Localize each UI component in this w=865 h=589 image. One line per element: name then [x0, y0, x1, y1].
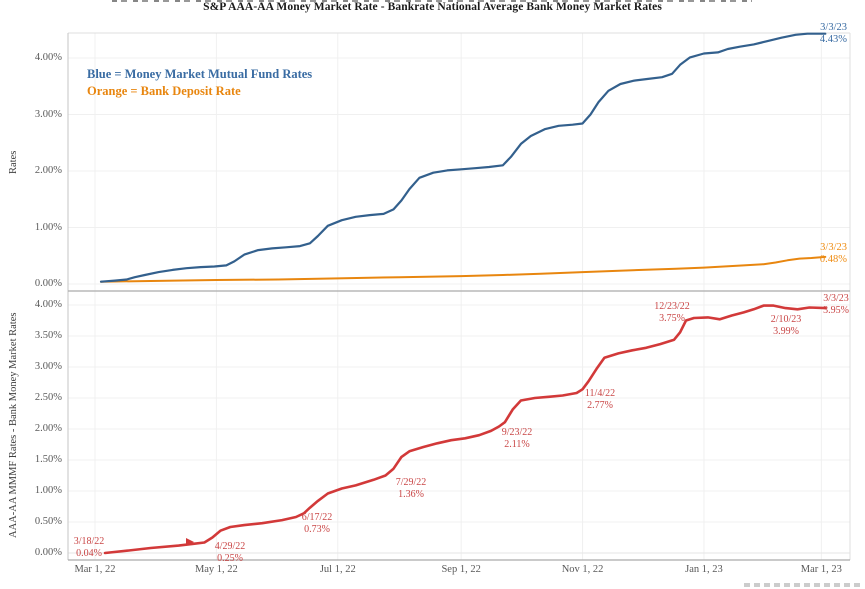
annotation-date: 2/10/23 — [770, 314, 802, 325]
x-tick-label: Nov 1, 22 — [561, 564, 604, 575]
spread-annotation: 4/29/22 0.25% — [198, 541, 262, 564]
annotation-arrow-icon — [186, 538, 194, 546]
spread-annotation: 6/17/22 0.73% — [285, 512, 349, 535]
legend-item-mmmf: Blue = Money Market Mutual Fund Rates — [87, 67, 313, 81]
y-tick-label-bottom: 4.00% — [34, 299, 62, 310]
annotation-value: 0.73% — [304, 523, 330, 535]
annotation-value: 3.99% — [773, 325, 799, 337]
y-tick-label-top: 3.00% — [34, 108, 62, 120]
y-tick-label-top: 0.00% — [34, 278, 62, 289]
spread-annotation: 3/3/23 3.95% — [804, 293, 865, 316]
y-tick-label-top: 1.00% — [34, 221, 62, 233]
y-tick-label-bottom: 3.00% — [34, 361, 62, 372]
y-tick-label-bottom: 1.00% — [34, 485, 62, 496]
annotation-date: 7/29/22 — [395, 477, 427, 488]
spread-line — [103, 304, 827, 555]
y-tick-label-bottom: 0.00% — [34, 547, 62, 558]
spread-annotation: 12/23/22 3.75% — [640, 301, 704, 324]
annotation-date: 6/17/22 — [301, 512, 333, 523]
spread-annotation: 2/10/23 3.99% — [754, 314, 818, 337]
bank-deposit-end-annotation: 3/3/23 0.48% — [792, 242, 847, 266]
legend-item-bank-deposit: Orange = Bank Deposit Rate — [87, 84, 241, 98]
y-axis-title-bottom: AAA-AA MMMF Rates - Bank Money Market Ra… — [8, 312, 19, 539]
y-tick-label-top: 4.00% — [34, 52, 62, 63]
chart-title: S&P AAA-AA Money Market Rate - Bankrate … — [203, 1, 662, 13]
annotation-value: 1.36% — [398, 488, 424, 500]
mmmf-rate-line — [99, 32, 827, 283]
y-tick-label-bottom: 1.50% — [34, 454, 62, 465]
annotation-date: 3/3/23 — [820, 22, 847, 33]
annotation-date: 12/23/22 — [654, 301, 690, 312]
annotation-value: 3.95% — [823, 304, 849, 316]
x-tick-label: Mar 1, 23 — [800, 564, 842, 575]
y-axis-title-top: Rates — [8, 150, 19, 174]
annotation-value: 2.77% — [587, 399, 613, 411]
annotation-date: 3/18/22 — [73, 536, 105, 547]
y-tick-label-bottom: 2.50% — [34, 392, 62, 403]
x-tick-label: Jul 1, 22 — [319, 564, 356, 575]
annotation-value: 2.11% — [504, 438, 530, 450]
x-tick-label: Jan 1, 23 — [685, 564, 723, 575]
spread-annotation: 3/18/22 0.04% — [57, 536, 121, 559]
y-tick-label-top: 2.00% — [34, 165, 62, 176]
annotation-date: 11/4/22 — [584, 388, 616, 399]
bank-deposit-rate-line — [100, 255, 827, 283]
legend: Blue = Money Market Mutual Fund Rates Or… — [87, 66, 312, 100]
spread-annotation: 7/29/22 1.36% — [379, 477, 443, 500]
annotation-value: 0.04% — [76, 547, 102, 559]
y-tick-label-bottom: 3.50% — [34, 330, 62, 341]
x-tick-label: May 1, 22 — [194, 564, 238, 575]
spread-annotation: 11/4/22 2.77% — [568, 388, 632, 411]
annotation-date: 3/3/23 — [820, 242, 847, 253]
annotation-value: 0.25% — [217, 552, 243, 564]
clipped-title-fragments — [112, 0, 752, 2]
annotation-value: 0.48% — [819, 254, 847, 265]
annotation-date: 4/29/22 — [214, 541, 246, 552]
annotation-value: 3.75% — [659, 312, 685, 324]
y-tick-label-bottom: 2.00% — [34, 423, 62, 434]
annotation-value: 4.43% — [819, 34, 847, 45]
mmmf-end-annotation: 3/3/23 4.43% — [792, 22, 847, 46]
spread-annotation: 9/23/22 2.11% — [485, 427, 549, 450]
y-tick-label-bottom: 0.50% — [34, 516, 62, 527]
annotation-date: 3/3/23 — [823, 293, 849, 304]
x-tick-label: Mar 1, 22 — [74, 564, 116, 575]
x-tick-label: Sep 1, 22 — [441, 564, 481, 575]
annotation-date: 9/23/22 — [501, 427, 533, 438]
clipped-caption-fragments — [744, 583, 862, 587]
